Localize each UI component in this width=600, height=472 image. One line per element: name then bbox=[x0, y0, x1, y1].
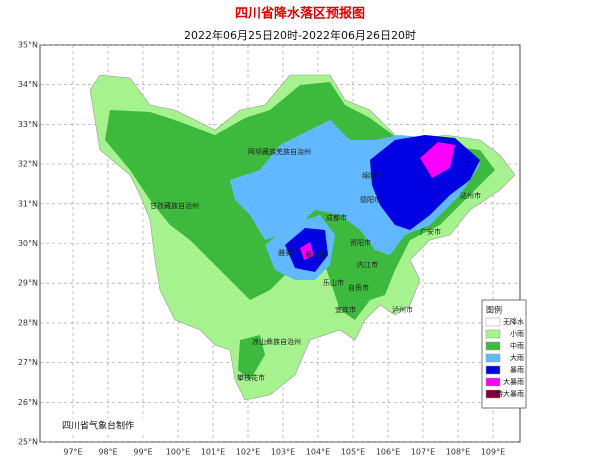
place-label: 资阳市 bbox=[350, 238, 371, 247]
legend-label: 特大暴雨 bbox=[496, 389, 524, 398]
legend-label: 中雨 bbox=[510, 341, 524, 350]
place-label: 自贡市 bbox=[348, 283, 369, 292]
lon-tick-label: 101°E bbox=[201, 448, 225, 457]
legend-label: 暴雨 bbox=[510, 366, 524, 374]
lat-tick-label: 33°N bbox=[18, 120, 38, 129]
lon-tick-label: 109°E bbox=[481, 448, 505, 457]
place-label: 德阳市 bbox=[360, 195, 381, 204]
lon-tick-label: 106°E bbox=[376, 448, 400, 457]
credit: 四川省气象台制作 bbox=[62, 420, 134, 432]
place-label: 阿坝藏族羌族自治州 bbox=[248, 147, 311, 156]
place-label: 凉山彝族自治州 bbox=[252, 337, 301, 346]
credit-box bbox=[55, 418, 165, 434]
lon-tick-label: 108°E bbox=[446, 448, 470, 457]
lat-tick-label: 30°N bbox=[18, 239, 38, 248]
place-label: 绵阳市 bbox=[362, 171, 383, 180]
rainstorm-area bbox=[370, 135, 480, 230]
subtitle: 2022年06月25日20时-2022年06月26日20时 bbox=[184, 28, 416, 42]
legend-swatch bbox=[485, 377, 501, 387]
title: 四川省降水落区预报图 bbox=[235, 6, 365, 22]
legend-swatch bbox=[485, 389, 501, 399]
lat-tick-label: 25°N bbox=[18, 438, 38, 447]
place-label: 雅安市 bbox=[278, 248, 299, 257]
lon-tick-label: 99°E bbox=[133, 448, 152, 457]
legend-swatch bbox=[485, 365, 501, 375]
place-label: 广安市 bbox=[420, 227, 441, 236]
lat-tick-label: 28°N bbox=[18, 318, 38, 327]
heavy-rainstorm-chengdu bbox=[300, 242, 314, 260]
lon-tick-label: 104°E bbox=[306, 448, 330, 457]
place-label: 宜宾市 bbox=[335, 305, 356, 314]
legend-title: 图例 bbox=[486, 305, 502, 315]
legend-swatch bbox=[485, 317, 501, 327]
place-label: 内江市 bbox=[357, 260, 378, 269]
lat-tick-label: 34°N bbox=[18, 80, 38, 89]
legend-swatch bbox=[485, 353, 501, 363]
legend-label: 无降水 bbox=[503, 317, 524, 326]
lat-tick-label: 26°N bbox=[18, 398, 38, 407]
legend-swatch bbox=[485, 341, 501, 351]
lat-tick-label: 29°N bbox=[18, 279, 38, 288]
lon-tick-label: 105°E bbox=[341, 448, 365, 457]
lat-tick-label: 27°N bbox=[18, 358, 38, 367]
place-label: 甘孜藏族自治州 bbox=[150, 201, 199, 210]
lon-tick-label: 97°E bbox=[63, 448, 82, 457]
lon-tick-label: 100°E bbox=[166, 448, 190, 457]
legend-swatch bbox=[485, 329, 501, 339]
lon-tick-label: 102°E bbox=[236, 448, 260, 457]
place-label: 乐山市 bbox=[323, 278, 344, 287]
lat-tick-label: 32°N bbox=[18, 160, 38, 169]
moderate-rain-south bbox=[238, 335, 265, 380]
lon-tick-label: 107°E bbox=[411, 448, 435, 457]
legend-label: 大雨 bbox=[510, 353, 524, 362]
place-label: 攀枝花市 bbox=[237, 373, 265, 382]
legend-label: 大暴雨 bbox=[503, 377, 524, 386]
lon-tick-label: 98°E bbox=[98, 448, 117, 457]
place-label: 泸州市 bbox=[392, 305, 413, 314]
precip-areas bbox=[89, 74, 516, 401]
legend-label: 小雨 bbox=[510, 329, 524, 338]
lon-tick-label: 103°E bbox=[271, 448, 295, 457]
place-label: 成都市 bbox=[326, 213, 347, 222]
lat-tick-label: 35°N bbox=[18, 41, 38, 50]
lat-tick-label: 31°N bbox=[18, 199, 38, 208]
place-label: 眉山市 bbox=[305, 250, 326, 259]
heavy-rainstorm-area bbox=[420, 142, 455, 178]
place-label: 达州市 bbox=[460, 191, 481, 200]
